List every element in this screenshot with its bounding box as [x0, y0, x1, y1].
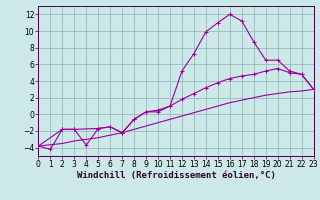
X-axis label: Windchill (Refroidissement éolien,°C): Windchill (Refroidissement éolien,°C) — [76, 171, 276, 180]
